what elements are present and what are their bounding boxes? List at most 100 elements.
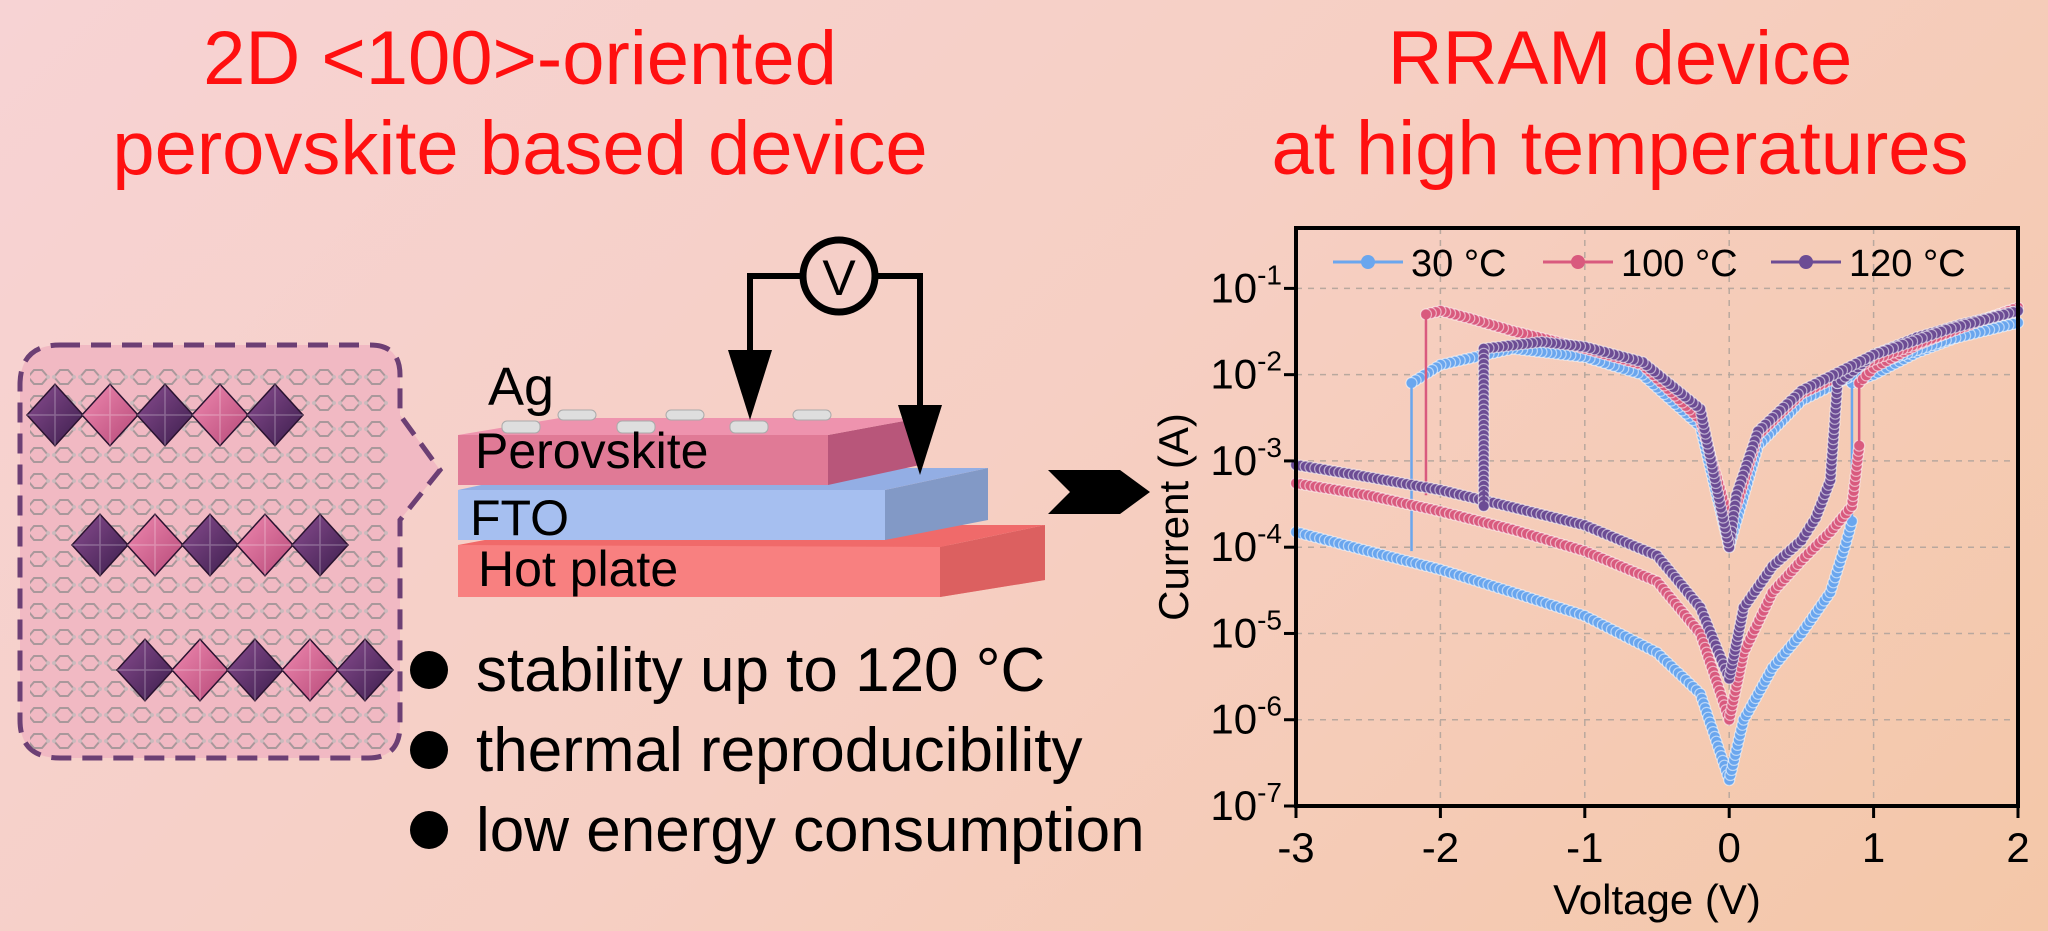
octahedron-icon	[290, 513, 350, 577]
ag-electrode	[729, 420, 769, 434]
right-title: RRAM device at high temperatures	[1200, 14, 2040, 194]
octahedron-icon	[135, 383, 195, 447]
left-title: 2D <100>-oriented perovskite based devic…	[20, 14, 1020, 194]
octahedron-edge	[292, 514, 348, 576]
octahedron-icon	[245, 383, 305, 447]
perovskite-front	[458, 435, 828, 485]
octahedra-layers	[25, 383, 395, 702]
octahedron-edge	[237, 514, 293, 576]
y-tick-label: 10-1	[1210, 259, 1282, 311]
hotplate-front	[458, 545, 1045, 597]
bullet-dot-icon	[410, 651, 448, 689]
perovskite-label: Perovskite	[475, 423, 708, 479]
feature-item: low energy consumption	[410, 790, 1145, 870]
octahedron-icon	[225, 638, 285, 702]
bullet-dot-icon	[410, 731, 448, 769]
fto-front	[458, 490, 885, 540]
feature-text: stability up to 120 °C	[476, 635, 1046, 705]
series-2	[1289, 304, 2025, 685]
octahedron-icon	[80, 383, 140, 447]
fto-label: FTO	[470, 490, 569, 546]
legend-label: 30 °C	[1411, 243, 1506, 285]
iv-chart: -3 -2 -1 0 1 2 10-1 10-2 10-3 10-4 10-5 10-6 10-7 30…	[1150, 226, 2030, 923]
x-tick-label: -2	[1422, 824, 1459, 871]
x-tick-label: 1	[1862, 824, 1885, 871]
x-tick-label: 2	[2006, 824, 2029, 871]
legend-marker	[1361, 255, 1375, 269]
octahedron-icon	[190, 383, 250, 447]
y-axis-label: Current (A)	[1150, 413, 1197, 621]
octahedron-icon	[180, 513, 240, 577]
probe-wire-left	[747, 273, 802, 382]
y-tick-label: 10-3	[1210, 432, 1282, 484]
perovskite-top	[458, 418, 920, 435]
x-tick-label: 0	[1718, 824, 1741, 871]
ag-electrodes	[501, 409, 832, 434]
octahedron-edge	[282, 639, 338, 701]
octahedron-icon	[335, 638, 395, 702]
hotplate-label: Hot plate	[478, 541, 678, 597]
voltmeter-label: V	[822, 250, 856, 306]
octahedron-edge	[82, 384, 138, 446]
y-tick-label: 10-4	[1210, 518, 1282, 570]
ag-electrode	[792, 409, 832, 421]
octahedron-icon	[170, 638, 230, 702]
legend-label: 100 °C	[1621, 243, 1738, 285]
octahedron-icon	[115, 638, 175, 702]
octahedron-edge	[192, 384, 248, 446]
fto-side	[885, 468, 988, 540]
ag-electrode	[665, 409, 705, 421]
octahedron-icon	[25, 383, 85, 447]
feature-text: thermal reproducibility	[476, 715, 1083, 785]
octahedron-icon	[70, 513, 130, 577]
left-title-line-1: 2D <100>-oriented	[203, 16, 837, 101]
x-axis-label: Voltage (V)	[1553, 876, 1761, 923]
legend-marker	[1571, 255, 1585, 269]
octahedron-edge	[172, 639, 228, 701]
right-title-line-1: RRAM device	[1387, 16, 1853, 101]
octahedron-edge	[137, 384, 193, 446]
legend-label: 120 °C	[1849, 243, 1966, 285]
octahedron-edge	[127, 514, 183, 576]
device-stack: Perovskite FTO Hot plate Ag V	[458, 236, 1045, 597]
probe-wire-right	[876, 273, 923, 410]
feature-item: stability up to 120 °C	[410, 630, 1145, 710]
ag-electrode	[616, 420, 656, 434]
octahedron-icon	[235, 513, 295, 577]
feature-item: thermal reproducibility	[410, 710, 1145, 790]
right-title-line-2: at high temperatures	[1271, 106, 1969, 191]
octahedron-edge	[182, 514, 238, 576]
plot-frame	[1294, 226, 2020, 808]
octahedron-edge	[337, 639, 393, 701]
feature-list: stability up to 120 °C thermal reproduci…	[410, 630, 1145, 870]
octahedron-edge	[27, 384, 83, 446]
series-0	[1289, 316, 2025, 787]
probe-arrow-right	[898, 405, 942, 475]
voltmeter-circuit: V	[728, 236, 942, 475]
voltmeter-icon	[799, 236, 879, 316]
ag-label: Ag	[488, 357, 554, 417]
feature-text: low energy consumption	[476, 795, 1145, 865]
y-tick-label: 10-2	[1210, 346, 1282, 398]
octahedron-edge	[72, 514, 128, 576]
series-line	[1295, 520, 1853, 784]
hotplate-side	[940, 525, 1045, 597]
perovskite-side	[828, 418, 920, 485]
ag-electrode	[557, 409, 597, 421]
crystal-structure-callout	[17, 342, 444, 761]
octahedron-icon	[280, 638, 340, 702]
octahedron-edge	[117, 639, 173, 701]
octahedron-icon	[125, 513, 185, 577]
y-tick-label: 10-6	[1210, 691, 1282, 743]
series-1	[1289, 301, 2025, 726]
chevron-arrow-icon	[1048, 470, 1150, 514]
chart-grid	[1296, 228, 2018, 806]
probe-arrow-left	[728, 350, 772, 420]
bullet-dot-icon	[410, 811, 448, 849]
legend-marker	[1799, 255, 1813, 269]
ag-electrode	[501, 420, 541, 434]
octahedron-edge	[227, 639, 283, 701]
y-tick-label: 10-5	[1210, 604, 1282, 656]
y-tick-label: 10-7	[1210, 777, 1282, 829]
